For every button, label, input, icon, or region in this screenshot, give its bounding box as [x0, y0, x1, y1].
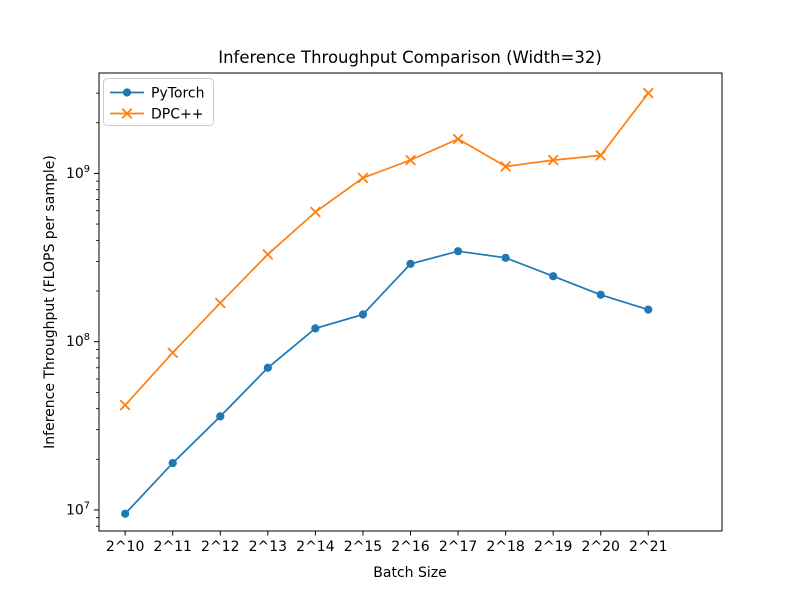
series-dpc-marker	[547, 154, 559, 166]
series-dpc-marker	[452, 133, 464, 145]
series-pytorch-marker	[216, 412, 225, 421]
x-tick-label: 2^10	[106, 539, 144, 555]
series-dpc-line	[124, 92, 649, 406]
series-pytorch-marker	[501, 253, 510, 262]
chart-title: Inference Throughput Comparison (Width=3…	[218, 48, 602, 67]
y-axis-label: Inference Throughput (FLOPS per sample)	[42, 155, 58, 449]
legend-label-dpc: DPC++	[151, 106, 203, 122]
x-tick-label: 2^19	[534, 539, 572, 555]
series-pytorch-marker	[406, 259, 415, 268]
series-pytorch-marker	[549, 272, 558, 281]
series-group	[119, 87, 654, 518]
y-tick-label: 108	[66, 332, 90, 350]
x-tick-label: 2^16	[391, 539, 430, 555]
x-tick-label: 2^14	[296, 539, 335, 555]
series-pytorch-marker	[263, 363, 272, 372]
plot-area-border	[98, 72, 723, 532]
series-dpc-marker	[500, 161, 511, 172]
x-tick-label: 2^20	[582, 539, 620, 555]
series-pytorch-marker	[168, 458, 177, 468]
series-dpc-marker	[595, 150, 606, 161]
series-pytorch-marker	[121, 509, 130, 518]
series-dpc-marker	[357, 172, 369, 184]
series-pytorch-marker	[596, 290, 605, 299]
series-pytorch-marker	[358, 310, 368, 319]
x-tick-label: 2^17	[439, 539, 477, 555]
x-axis-label: Batch Size	[373, 565, 446, 581]
y-tick-label: 109	[66, 164, 90, 182]
x-tick-label: 2^18	[486, 539, 524, 555]
x-tick-label: 2^13	[249, 539, 287, 555]
x-tick-label: 2^11	[153, 539, 191, 555]
x-axis-ticks: 2^10 2^11 2^12 2^13 2^14 2^15 2^16 2^17 2^18 2^19…	[106, 531, 668, 555]
series-dpc-marker	[119, 399, 131, 411]
x-tick-label: 2^12	[201, 539, 239, 555]
series-dpc-marker	[262, 249, 274, 260]
series-dpc-marker	[215, 297, 226, 309]
series-pytorch-marker	[644, 305, 653, 314]
series-dpc-marker	[405, 154, 416, 166]
series-pytorch-line	[124, 250, 649, 515]
y-tick-label: 107	[66, 500, 90, 518]
legend: PyTorch DPC++	[103, 78, 214, 126]
x-tick-label: 2^15	[344, 539, 382, 555]
legend-label-pytorch: PyTorch	[151, 85, 204, 101]
series-dpc-marker	[310, 206, 321, 218]
legend-sample-marker-dpc	[121, 108, 133, 119]
series-pytorch-marker	[311, 324, 320, 333]
x-tick-label: 2^21	[629, 539, 667, 555]
series-dpc-marker	[643, 87, 654, 99]
y-axis-ticks: 107 108 109	[66, 92, 99, 527]
series-dpc-marker	[167, 347, 178, 358]
legend-sample-marker-pytorch	[122, 88, 132, 97]
series-pytorch-marker	[453, 247, 463, 256]
